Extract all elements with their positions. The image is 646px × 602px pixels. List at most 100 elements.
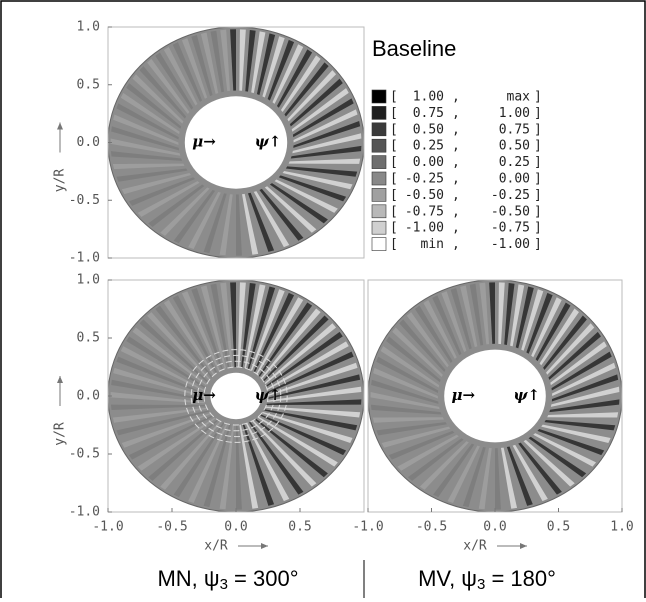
stripe: [539, 308, 579, 366]
stripe: [120, 346, 205, 392]
stripe: [551, 351, 612, 391]
stripe: [371, 379, 439, 404]
stripe: [132, 74, 184, 124]
bracket: ]: [534, 90, 542, 105]
stripe: [462, 447, 486, 508]
stripe: [249, 421, 304, 495]
stripe: [181, 291, 220, 372]
x-tick-label: -1.0: [352, 520, 383, 535]
stripe: [242, 424, 275, 506]
stripe: [292, 98, 354, 138]
stripe: [245, 29, 256, 92]
stripe: [181, 38, 208, 99]
stripe: [450, 287, 472, 350]
stripe: [262, 36, 285, 98]
bracket: [: [390, 204, 398, 219]
x-tick-label: 0.5: [547, 520, 570, 535]
stripe: [148, 419, 219, 481]
stripe: [236, 424, 242, 510]
legend-high: -0.50: [491, 204, 530, 219]
annotation: μ→: [192, 386, 216, 404]
stripe: [289, 78, 343, 127]
legend-low: -0.75: [405, 204, 444, 219]
stripe: [528, 436, 587, 478]
stripe: [521, 289, 544, 351]
x-tick-label: -0.5: [416, 520, 447, 535]
stripe: [188, 423, 228, 504]
annotation: ψ↑: [513, 386, 540, 404]
stripe: [495, 448, 501, 510]
comma: ,: [452, 204, 460, 219]
stripe: [120, 92, 180, 135]
bracket: [: [390, 139, 398, 154]
bracket: ]: [534, 122, 542, 137]
stripe: [110, 392, 206, 404]
stripe: [478, 447, 492, 510]
stripe: [262, 315, 329, 382]
stripe: [282, 171, 353, 190]
stripe: [433, 443, 475, 498]
stripe: [121, 173, 192, 195]
hole: [184, 96, 288, 189]
stripe: [160, 187, 210, 236]
stripe: [219, 424, 235, 510]
stripe: [210, 283, 230, 368]
stripe: [441, 291, 467, 353]
y-tick-label: 1.0: [77, 273, 100, 288]
y-tick-label: 0.5: [77, 77, 100, 92]
x-tick-label: 0.5: [288, 520, 311, 535]
stripe: [266, 399, 362, 405]
stripe: [230, 29, 236, 91]
legend-high: 1.00: [499, 106, 530, 121]
hole: [210, 372, 262, 420]
axis-arrow-head: [57, 376, 63, 383]
stripe: [293, 121, 361, 148]
bracket: [: [390, 237, 398, 252]
x-tick-label: -1.0: [92, 520, 123, 535]
stripe: [110, 404, 207, 411]
legend-swatch: [371, 171, 387, 186]
panel-title: Baseline: [372, 36, 456, 61]
caption-prefix: MN, ψ: [157, 566, 219, 591]
legend-high: -0.25: [491, 188, 530, 203]
stripe: [126, 336, 206, 389]
stripe: [280, 55, 321, 112]
stripe: [267, 362, 358, 396]
stripe: [460, 285, 478, 348]
stripe: [256, 33, 276, 96]
stripe: [230, 282, 236, 368]
stripe: [247, 286, 276, 370]
stripe: [139, 66, 187, 119]
stripe: [510, 284, 525, 347]
stripe: [518, 442, 562, 495]
stripe: [432, 295, 462, 356]
y-tick-label: 0.5: [77, 331, 100, 346]
stripe: [220, 282, 233, 368]
annotation: ψ↑: [255, 386, 282, 404]
stripe: [128, 415, 214, 460]
stripe: [548, 331, 601, 380]
legend-swatch: [371, 237, 387, 251]
ring: [184, 349, 288, 443]
stripe: [245, 423, 290, 502]
stripe: [500, 447, 518, 509]
stripe: [148, 184, 205, 227]
bracket: ]: [534, 188, 542, 203]
stripe: [116, 356, 205, 395]
stripe: [160, 421, 222, 490]
stripe: [373, 367, 438, 399]
stripe: [191, 34, 213, 97]
stripe: [376, 422, 447, 436]
stripe: [219, 194, 233, 256]
legend-swatch: [371, 89, 387, 104]
legend-low: 0.25: [413, 139, 444, 154]
stripe: [172, 295, 218, 374]
bracket: ]: [534, 204, 542, 219]
stripe: [293, 109, 358, 143]
y-axis-label: y/R: [53, 169, 68, 193]
stripe: [247, 192, 275, 252]
legend-swatch: [371, 155, 387, 169]
comma: ,: [452, 90, 460, 105]
annotation: μ→: [192, 133, 216, 151]
stripe: [269, 183, 328, 224]
